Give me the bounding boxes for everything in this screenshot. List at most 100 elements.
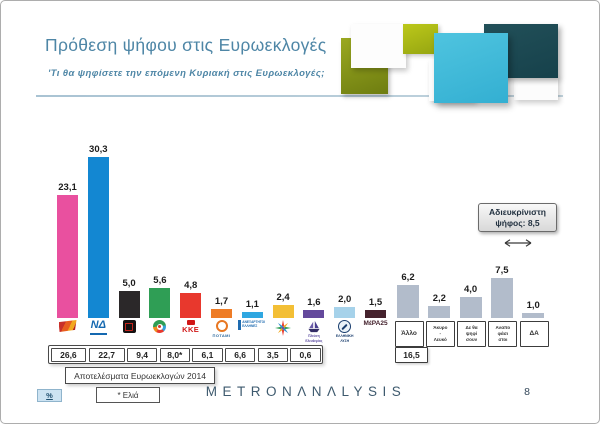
results-2014-cell: 22,7 — [88, 347, 125, 362]
party-logo-slot-kinal — [144, 320, 175, 333]
party-bar-xrysi-avgi — [118, 291, 140, 318]
other-bar-group-akyro-lefko: 2,2 — [428, 293, 451, 318]
title-divider — [36, 95, 563, 97]
other-2014-box: 16,5 — [395, 347, 428, 363]
party-value-nd: 30,3 — [89, 144, 108, 155]
category-box-anapofasistoi: Αναπο φάσι στοι — [488, 321, 518, 347]
party-value-syriza: 23,1 — [58, 182, 77, 193]
category-label-line: ΔΑ — [529, 329, 539, 337]
kinal-circle-icon — [153, 320, 167, 333]
anel-logo-icon: ΑΝΕΞΑΡΤΗΤΟΙ ΕΛΛΗΝΕΣ — [238, 320, 267, 330]
party-value-kinal: 5,6 — [153, 275, 167, 286]
lysi-text-line: ΛΥΣΗ — [340, 339, 350, 344]
results-2014-cell: 8,0* — [159, 347, 190, 362]
other-value-da: 1,0 — [526, 300, 540, 311]
other-value-anapofasistoi: 7,5 — [495, 265, 509, 276]
page-subtitle: 'Τι θα ψηφίσετε την επόμενη Κυριακή στις… — [48, 68, 325, 79]
range-arrow-icon — [504, 239, 532, 247]
decor-square-olive-small — [403, 24, 438, 54]
kke-text: ΚΚΕ — [182, 325, 200, 334]
party-value-plefsi: 1,6 — [307, 297, 321, 308]
category-label-line: - — [439, 330, 442, 336]
party-value-mera25: 1,5 — [368, 297, 383, 308]
results-2014-cell: 26,6 — [50, 347, 87, 362]
nd-underline — [89, 333, 107, 335]
party-logo-slot-plefsi: Πλεύση Ελευθερίας — [298, 320, 329, 343]
party-logo-slot-mera25: ΜέΡΑ25 — [360, 320, 391, 327]
party-logo-slot-anel: ΑΝΕΞΑΡΤΗΤΟΙ ΕΛΛΗΝΕΣ — [237, 320, 268, 330]
party-bar-kke — [180, 293, 202, 318]
party-bar-group-plefsi: 1,6 — [303, 297, 325, 318]
results-2014-cell: 0,6 — [290, 347, 321, 362]
other-bar-group-allo: 6,2 — [397, 272, 419, 318]
decor-square-cyan — [434, 33, 508, 103]
party-value-potami: 1,7 — [214, 296, 229, 307]
party-bar-anel — [241, 312, 263, 318]
nd-logo-icon: ΝΔ — [90, 319, 106, 331]
party-logo-slot-potami: ΠΟΤΑΜΙ — [206, 320, 237, 338]
other-bar-akyro-lefko — [428, 306, 451, 318]
category-label-line: σουν — [466, 337, 478, 343]
other-bar-group-de-tha-psifisoun: 4,0 — [459, 284, 482, 318]
party-bar-potami — [211, 309, 232, 318]
party-logo-slot-elliniki-lysi: ΕΛΛΗΝΙΚΗ ΛΥΣΗ — [329, 320, 360, 344]
party-value-enosi-kentroon: 2,4 — [276, 292, 290, 303]
party-bar-nd — [87, 157, 109, 318]
party-bar-group-enosi-kentroon: 2,4 — [272, 292, 294, 318]
potami-logo-icon — [215, 320, 228, 332]
other-bar-anapofasistoi — [490, 278, 513, 318]
category-label-line: Άλλο — [401, 329, 417, 337]
results-2014-cell: 6,6 — [225, 347, 256, 362]
mera25-logo-icon: ΜέΡΑ25 — [363, 320, 388, 327]
star-icon — [275, 320, 292, 336]
meander-inner — [125, 322, 134, 331]
results-2014-label: Αποτελέσματα Ευρωεκλογών 2014 — [65, 367, 215, 384]
decor-square-white-1 — [351, 24, 406, 68]
other-bar-group-anapofasistoi: 7,5 — [490, 265, 513, 318]
other-value-de-tha-psifisoun: 4,0 — [463, 284, 478, 295]
party-bar-group-kke: 4,8 — [180, 280, 202, 318]
category-box-allo: Άλλο — [394, 321, 424, 347]
potami-text: ΠΟΤΑΜΙ — [212, 333, 231, 338]
party-bar-group-nd: 30,3 — [87, 144, 109, 318]
kinal-inner — [156, 323, 163, 330]
party-bar-kinal — [149, 288, 171, 318]
elia-footnote-box: * Ελιά — [96, 387, 160, 403]
party-value-xrysi-avgi: 5,0 — [122, 278, 136, 289]
party-bar-syriza — [57, 195, 78, 318]
meander-icon — [122, 320, 136, 333]
undeclared-vote-box: Αδιευκρίνιστη ψήφος: 8,5 — [478, 203, 557, 232]
metron-analysis-logo: METRONΛNΛLYSIS — [205, 384, 407, 399]
party-bar-group-anel: 1,1 — [241, 299, 263, 318]
plefsi-text-line: Ελευθερίας — [305, 339, 323, 344]
party-logo-slot-nd: ΝΔ — [83, 320, 114, 335]
category-label-line: Άκυρο — [433, 324, 448, 330]
hellenic-solution-icon — [338, 320, 352, 333]
party-value-elliniki-lysi: 2,0 — [338, 294, 352, 305]
percent-badge: % — [37, 389, 62, 402]
anel-text-line: ΑΝΕΞΑΡΤΗΤΟΙ — [242, 320, 266, 324]
kke-logo-icon — [186, 320, 195, 325]
other-value-akyro-lefko: 2,2 — [432, 293, 446, 304]
results-2014-cell: 9,4 — [127, 347, 158, 362]
category-box-de-tha-psifisoun: Δε θα ψηφί σουν — [457, 321, 487, 347]
party-bar-plefsi — [303, 310, 325, 318]
other-bar-group-da: 1,0 — [522, 300, 545, 318]
lysi-text-line: ΕΛΛΗΝΙΚΗ — [335, 334, 354, 338]
results-2014-cell: 6,1 — [192, 347, 223, 362]
party-bar-group-mera25: 1,5 — [365, 297, 386, 318]
party-bar-enosi-kentroon — [272, 305, 294, 318]
category-box-akyro-lefko: Άκυρο - Λευκό — [425, 321, 455, 347]
party-bar-group-syriza: 23,1 — [57, 182, 78, 318]
page-number: 8 — [524, 386, 530, 398]
party-value-anel: 1,1 — [245, 299, 259, 310]
party-bar-group-elliniki-lysi: 2,0 — [334, 294, 356, 318]
category-label-line: στοι — [498, 337, 508, 343]
other-bar-de-tha-psifisoun — [459, 297, 482, 318]
ship-icon — [308, 320, 320, 333]
syriza-flag-icon — [58, 320, 77, 332]
party-logo-slot-xrysi-avgi — [114, 320, 145, 333]
lysi-swoosh — [341, 323, 348, 330]
party-bar-group-kinal: 5,6 — [149, 275, 171, 318]
